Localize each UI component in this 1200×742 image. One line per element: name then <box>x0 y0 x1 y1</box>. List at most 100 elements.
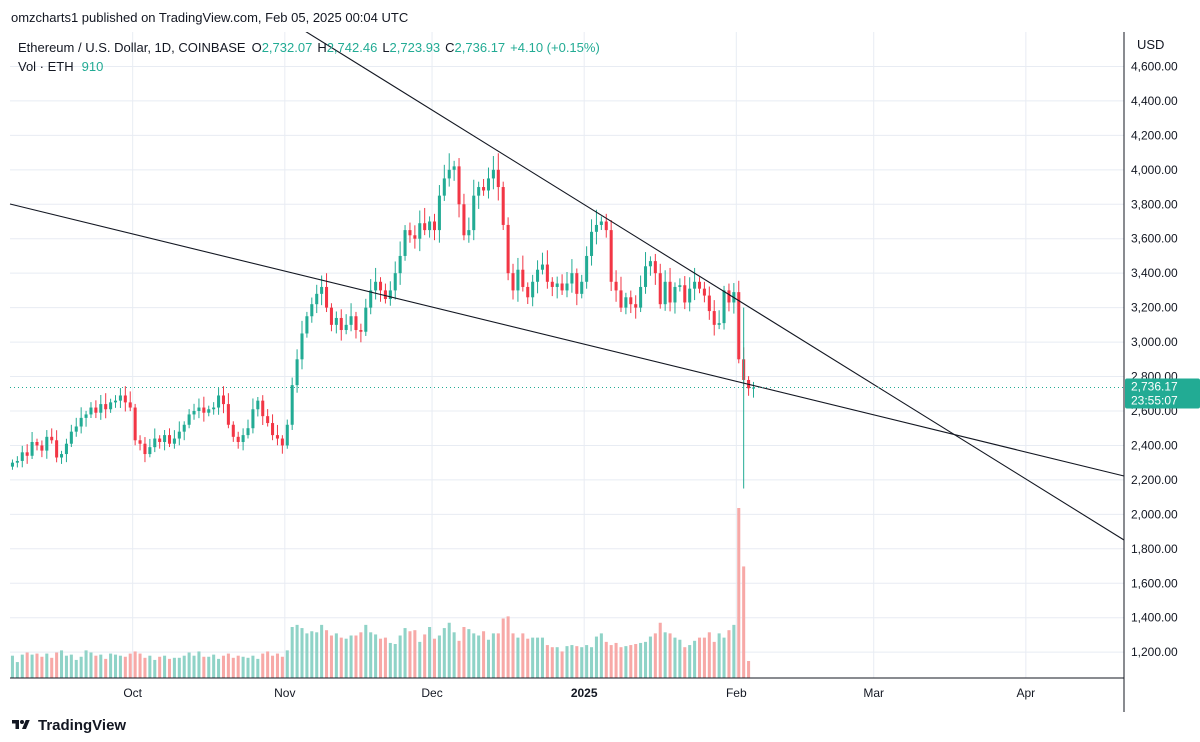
footer-brand[interactable]: TradingView <box>10 714 126 736</box>
volume-bar <box>639 642 643 678</box>
volume-label[interactable]: Vol · ETH <box>18 59 74 74</box>
volume-bar <box>658 622 662 678</box>
candle-body <box>531 281 535 298</box>
volume-bar <box>599 633 603 678</box>
candle-body <box>594 224 598 232</box>
volume-bar <box>521 633 525 678</box>
volume-bar <box>163 655 167 678</box>
volume-bar <box>432 638 437 678</box>
volume-bar <box>575 646 579 678</box>
candle-body <box>329 307 333 325</box>
candle-body <box>74 426 78 432</box>
candle-body <box>123 395 127 403</box>
volume-bar <box>482 631 486 678</box>
volume-bar <box>506 616 510 678</box>
candle-body <box>403 230 407 256</box>
volume-bar <box>737 508 741 678</box>
candle-body <box>467 230 471 236</box>
volume-bar <box>437 635 441 678</box>
candle-body <box>536 269 540 282</box>
candle-body <box>648 261 652 267</box>
volume-bar <box>516 637 520 678</box>
candle-body <box>482 187 486 191</box>
volume-bar <box>212 654 216 678</box>
volume-bar <box>629 645 633 678</box>
price-tick-label: 3,000.00 <box>1131 335 1178 349</box>
volume-bar <box>280 656 284 678</box>
volume-bar <box>10 655 14 678</box>
volume-bar <box>79 656 83 678</box>
volume-bar <box>172 657 176 678</box>
volume-bar <box>712 641 716 678</box>
volume-bar <box>702 637 706 678</box>
volume-bar <box>221 655 225 678</box>
candle-body <box>408 230 412 236</box>
candle-body <box>310 304 314 317</box>
candle-body <box>398 255 402 274</box>
candle-body <box>472 195 476 231</box>
volume-bar <box>683 647 687 678</box>
candle-body <box>491 169 495 179</box>
volume-bar <box>182 655 186 678</box>
volume-bar <box>604 641 608 678</box>
candle-body <box>64 443 68 455</box>
volume-bar <box>329 635 333 678</box>
candle-body <box>462 204 466 236</box>
candle-body <box>388 290 392 300</box>
candle-body <box>40 445 44 451</box>
candle-body <box>526 286 530 298</box>
candle-body <box>325 286 329 308</box>
candle-body <box>668 281 672 303</box>
tradingview-logo-icon <box>12 720 30 729</box>
volume-bar <box>634 644 638 678</box>
volume-bar <box>428 627 432 678</box>
volume-bar <box>747 661 751 678</box>
candle-body <box>10 462 14 467</box>
volume-bar <box>697 637 702 678</box>
volume-bar <box>349 635 353 678</box>
countdown-label: 23:55:07 <box>1131 394 1178 408</box>
volume-bar <box>511 633 515 678</box>
volume-bar <box>717 633 721 678</box>
candle-body <box>133 407 137 441</box>
volume-bar <box>153 659 157 678</box>
price-chart[interactable]: USD 1,200.00 1,400.00 1,600.00 1,800.00 2,000… <box>0 32 1200 712</box>
upper-trendline <box>305 32 1125 541</box>
candle-body <box>697 281 702 289</box>
candle-body <box>246 428 250 436</box>
volume-bar <box>369 632 373 678</box>
symbol-title[interactable]: Ethereum / U.S. Dollar, 1D, COINBASE <box>18 40 246 55</box>
volume-bar <box>540 637 544 678</box>
volume-bar <box>570 645 574 678</box>
candle-body <box>364 307 368 332</box>
volume-bar <box>648 636 652 678</box>
time-tick-label: Dec <box>421 686 442 700</box>
volume-bar <box>452 632 456 678</box>
trendlines[interactable] <box>9 32 1125 541</box>
candle-body <box>212 407 216 410</box>
candle-body <box>217 395 221 408</box>
candlesticks <box>10 153 756 489</box>
candle-body <box>575 273 579 294</box>
volume-bar <box>236 655 240 678</box>
volume-bar <box>374 634 378 678</box>
candle-body <box>486 178 491 191</box>
candle-body <box>334 317 338 325</box>
volume-bar <box>334 633 338 678</box>
candle-body <box>172 438 176 444</box>
volume-bar <box>50 657 54 678</box>
candle-body <box>153 438 157 448</box>
candle-body <box>271 423 275 436</box>
volume-bar <box>442 628 446 678</box>
volume-bar <box>565 646 569 678</box>
candle-body <box>585 255 589 282</box>
volume-bar <box>275 653 279 678</box>
volume-bar <box>109 653 113 678</box>
candle-body <box>570 273 574 284</box>
volume-bar <box>217 658 221 678</box>
volume-bar <box>197 651 201 678</box>
candle-body <box>45 436 49 451</box>
volume-bar <box>113 654 118 678</box>
candle-body <box>25 452 29 456</box>
candle-body <box>683 285 687 303</box>
